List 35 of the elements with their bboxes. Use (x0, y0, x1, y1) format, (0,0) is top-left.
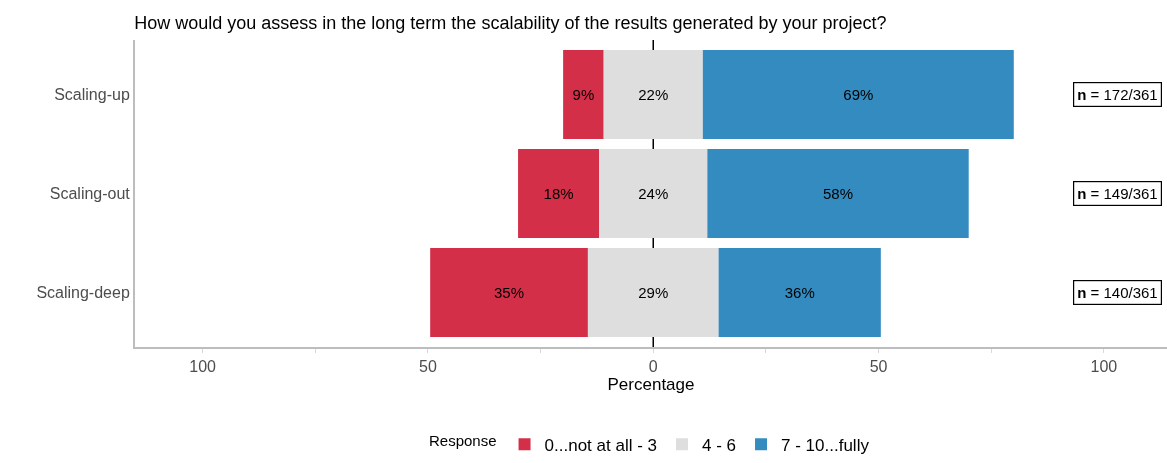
x-tick-label: 100 (1090, 358, 1118, 376)
x-tick-label: 100 (189, 358, 217, 376)
data-label: 24% (638, 185, 669, 202)
bar (702, 49, 1014, 140)
data-label: 58% (823, 185, 854, 202)
x-tick-label: 50 (419, 358, 437, 376)
annotation: n = 149/361 (1077, 185, 1158, 203)
bar (430, 247, 588, 338)
y-tick-label: Scaling-up (54, 86, 130, 104)
data-label: 69% (843, 85, 874, 103)
bar (563, 49, 604, 140)
legend-label: 7 - 10...fully (781, 436, 870, 455)
annotation: n = 140/361 (1077, 284, 1158, 302)
bar (587, 247, 719, 338)
y-tick-label: Scaling-out (49, 185, 131, 203)
legend-title: Response (429, 432, 497, 450)
x-tick-label: 50 (869, 358, 888, 376)
bar (603, 49, 703, 140)
y-tick-label: Scaling-deep (36, 284, 130, 302)
data-label: 18% (543, 185, 574, 202)
bar (718, 247, 881, 338)
bar (518, 148, 600, 239)
x-axis-title: Percentage (607, 375, 695, 395)
data-label: 22% (638, 85, 669, 103)
chart-title: How would you assess in the long term the scalability of the results generated by your project? (134, 12, 887, 33)
data-label: 9% (572, 85, 595, 103)
data-label: 36% (784, 284, 815, 302)
annotation: n = 172/361 (1077, 86, 1158, 104)
legend-label: 0...not at all - 3 (544, 436, 657, 455)
data-label: 35% (494, 284, 525, 302)
data-label: 29% (638, 284, 669, 302)
x-tick-label: 0 (648, 358, 658, 376)
bar (599, 148, 708, 239)
bar (707, 148, 969, 239)
legend-label: 4 - 6 (702, 436, 737, 455)
